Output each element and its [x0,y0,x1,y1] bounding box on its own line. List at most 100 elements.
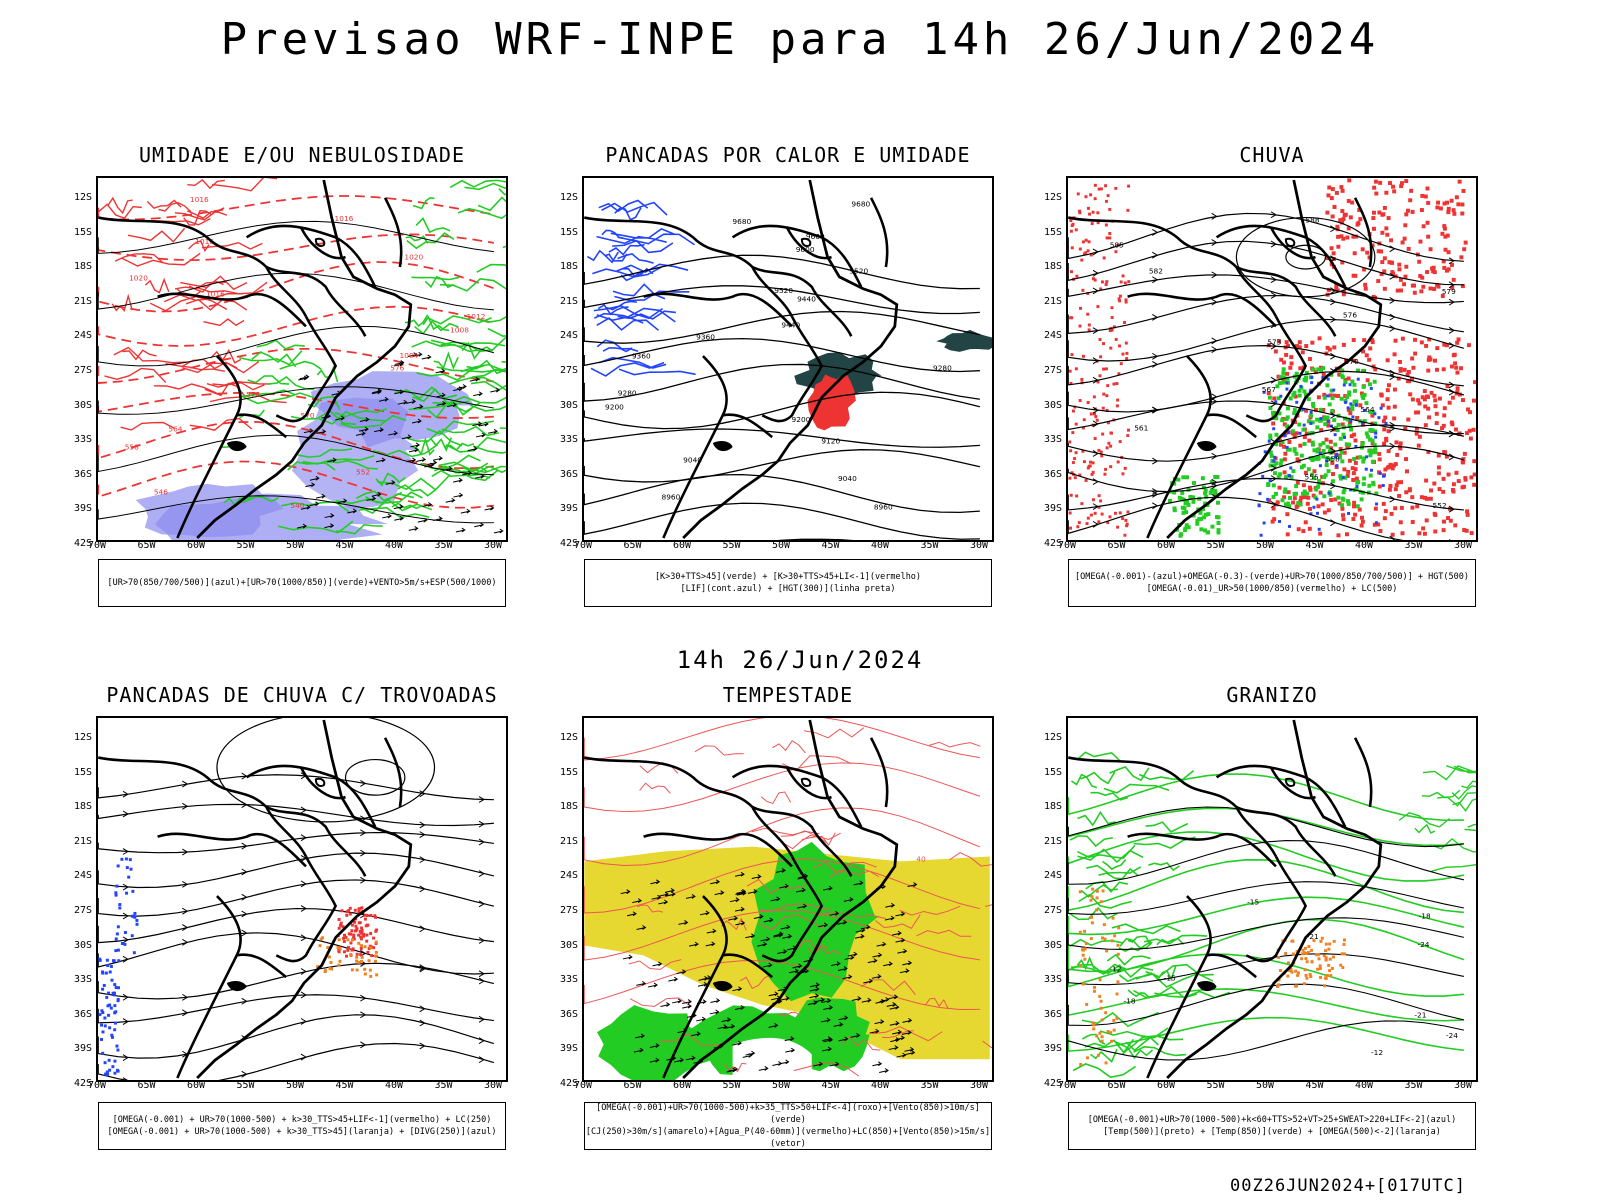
contour-label: 9120 [821,436,840,445]
lat-tick-label: 27S [1043,905,1062,916]
lat-tick-label: 39S [559,1043,578,1055]
legend-line: [K>30+TTS>45](verde) + [K>30+TTS>45+LI<-… [654,572,922,582]
lat-tick-label: 36S [559,1008,578,1020]
panel-title-tempestade: TEMPESTADE [722,683,854,707]
contour-label: 9200 [605,402,624,411]
lat-tick-label: 18S [73,261,92,273]
contour-label: 561 [1134,423,1148,432]
lon-tick-label: 50W [285,1080,305,1091]
lon-tick-label: 45W [1305,1080,1324,1091]
lon-tick-label: 65W [623,540,642,551]
contour-label: 9360 [632,351,651,360]
contour-label: 546 [154,488,168,497]
lat-tick-label: 42S [559,538,578,549]
lat-tick-label: 39S [1043,1043,1062,1055]
contour-label: 576 [390,364,404,373]
lat-tick-label: 39S [1043,503,1062,515]
map-svg-pancadas: 9680968096009600952095209440944093609360… [584,179,992,540]
legend-line: [OMEGA(-0.001)-(azul)+OMEGA(-0.3)-(verde… [1074,572,1470,582]
map-granizo: -15 -18 -21 -24 -12 -15 -18 -21 -24 -12 [1066,716,1478,1082]
mid-title: 14h 26/Jun/2024 [676,646,924,674]
contour-label: 1016 [195,237,214,246]
lon-tick-label: 30W [969,540,989,551]
lat-tick-label: 21S [1043,835,1062,847]
lon-tick-label: 35W [920,540,939,551]
contour-label: 1012 [467,312,486,321]
legend-line: [LIF](cont.azul) + [HGT(300)](linha pret… [680,584,896,594]
lon-tick-label: 50W [771,540,791,551]
legend-line: [Temp(500)](preto) + [Temp(850)](verde) … [1103,1127,1441,1137]
lat-tick-label: 30S [1043,939,1062,951]
contour-label: 576 [246,390,260,399]
contour-label: 9520 [849,266,868,275]
lat-tick-label: 27S [1043,365,1062,376]
lon-tick-label: 30W [969,1080,989,1091]
legend-line: [UR>70(850/700/500)](azul)+[UR>70(1000/8… [107,578,497,588]
map-chuva: 588 585 582 579 576 573 570 567 564 561 558 555 552 [1066,176,1478,542]
lat-tick-label: 24S [73,330,92,342]
lat-tick-label: 36S [1043,468,1062,480]
lat-tick-label: 24S [1043,330,1062,342]
contour-label: 8960 [874,503,893,512]
lon-tick-label: 70W [1057,540,1077,551]
lat-tick-label: 15S [559,226,578,238]
contour-label: -12 [1109,964,1121,973]
map-tempestade: 40 [582,716,994,1082]
lon-tick-label: 60W [672,540,692,551]
lon-tick-label: 50W [1255,1080,1275,1091]
contour-label: 1016 [206,289,225,298]
lon-tick-label: 55W [236,540,255,551]
lat-tick-label: 18S [559,801,578,813]
lon-tick-label: 60W [186,1080,206,1091]
lat-tick-label: 27S [559,365,578,376]
lat-tick-label: 27S [559,905,578,916]
legend-line: [CJ(250)>30m/s](amarelo)+[Agua_P(40-60mm… [585,1127,991,1149]
panel-title-chuva: CHUVA [1239,143,1305,167]
contour-label: 555 [1305,472,1319,481]
contour-label: 540 [290,501,304,510]
panel-title-trovoadas: PANCADAS DE CHUVA C/ TROVOADAS [106,683,498,707]
contour-label: -18 [1123,996,1135,1005]
lon-tick-label: 30W [1453,540,1473,551]
map-svg-umidade: 1016 1016 1016 1020 1020 1016 1012 1008 1004 576 5… [98,178,506,540]
lon-tick-label: 60W [1156,1080,1176,1091]
legend-umidade: [UR>70(850/700/500)](azul)+[UR>70(1000/8… [98,559,506,607]
lat-tick-label: 18S [1043,261,1062,273]
contour-label: -12 [1371,1048,1383,1057]
lat-tick-label: 33S [73,974,92,986]
contour-label: 552 [1433,501,1447,510]
lon-tick-label: 35W [1404,1080,1423,1091]
lat-tick-label: 21S [559,835,578,847]
lat-tick-label: 42S [73,538,92,549]
lon-tick-label: 45W [821,540,840,551]
lat-tick-label: 30S [559,939,578,951]
lat-tick-label: 39S [559,503,578,515]
lat-tick-label: 15S [1043,226,1062,238]
lat-tick-label: 42S [1043,1078,1062,1089]
lon-tick-label: 40W [384,1080,404,1091]
lon-tick-label: 65W [137,540,156,551]
lon-tick-label: 70W [87,540,107,551]
contour-label: 552 [356,468,370,477]
main-title: Previsao WRF-INPE para 14h 26/Jun/2024 [220,14,1380,65]
contour-label: -21 [1414,1010,1426,1019]
lon-tick-label: 55W [1206,1080,1225,1091]
lat-tick-label: 27S [73,365,92,376]
lat-tick-label: 36S [73,1008,92,1020]
lon-tick-label: 35W [434,540,453,551]
contour-label: -18 [1419,912,1431,921]
lat-tick-label: 21S [73,835,92,847]
contour-label: 558 [125,442,139,451]
map-pancadas: 9680 9680 9600 9600 9520 9520 9440 9440 9360 9360… [582,176,994,542]
contour-label: 9520 [774,286,793,295]
lat-tick-label: 39S [73,1043,92,1055]
lon-tick-label: 55W [1206,540,1225,551]
contour-label: 9200 [792,415,811,424]
legend-pancadas: [K>30+TTS>45](verde) + [K>30+TTS>45+LI<-… [584,559,992,607]
lat-tick-label: 15S [1043,766,1062,778]
lon-tick-label: 40W [1354,1080,1374,1091]
contour-label: 570 [1345,357,1359,366]
lat-tick-label: 24S [1043,870,1062,882]
contour-label: 9680 [851,199,870,208]
lon-tick-label: 65W [1107,1080,1126,1091]
